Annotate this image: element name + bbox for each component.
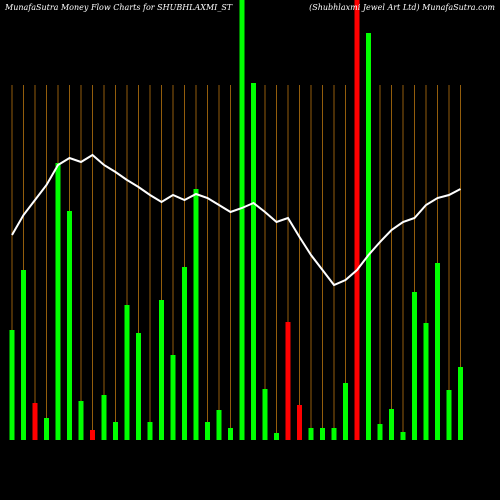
chart-title: MunafaSutra Money Flow Charts for SHUBHL…	[4, 3, 233, 12]
bar	[32, 403, 38, 440]
bar	[136, 333, 141, 440]
bar	[412, 292, 417, 440]
bar	[377, 424, 383, 440]
bar	[251, 83, 256, 440]
bar	[262, 389, 268, 440]
money-flow-line	[11, 153, 461, 287]
bar	[458, 367, 463, 440]
bar	[101, 395, 107, 440]
bar	[274, 433, 279, 440]
bar	[170, 355, 176, 440]
bar	[331, 428, 337, 440]
bar	[354, 0, 360, 440]
bar	[159, 300, 164, 440]
bar	[423, 323, 429, 440]
bar	[21, 270, 26, 440]
bar	[113, 422, 118, 440]
bar	[366, 33, 371, 440]
bar	[239, 0, 245, 440]
bar	[124, 305, 130, 440]
bar	[228, 428, 233, 440]
bar	[44, 418, 49, 440]
bar	[67, 211, 72, 440]
bar	[343, 383, 348, 440]
bar	[400, 432, 406, 440]
bar	[78, 401, 84, 440]
bar	[147, 422, 153, 440]
bar	[216, 410, 222, 440]
chart-subtitle: (Shubhlaxmi Jewel Art Ltd) MunafaSutra.c…	[309, 3, 495, 12]
bar	[205, 422, 210, 440]
bar	[90, 430, 95, 440]
bar	[389, 409, 394, 440]
bar	[435, 263, 440, 440]
bar	[308, 428, 314, 440]
bar	[320, 428, 325, 440]
bar	[446, 390, 452, 440]
bar	[193, 189, 199, 440]
bar	[285, 322, 291, 440]
bar	[9, 330, 15, 440]
bar	[182, 267, 187, 440]
bar	[297, 405, 302, 440]
bar	[55, 163, 61, 440]
